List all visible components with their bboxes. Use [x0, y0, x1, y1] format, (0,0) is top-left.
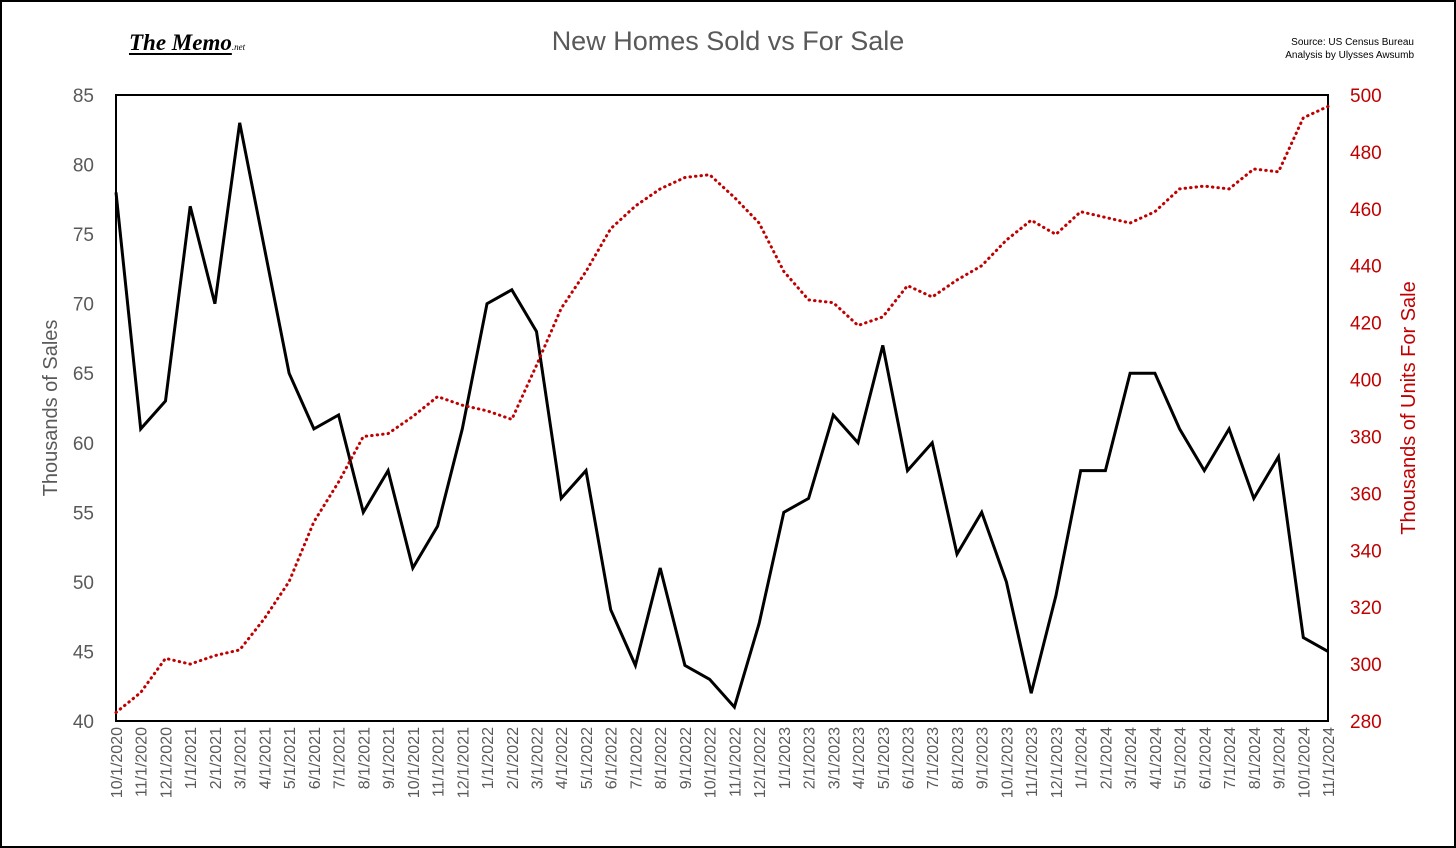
x-axis-tick-label: 5/1/2022: [579, 727, 596, 789]
x-axis-tick-label: 12/1/2021: [455, 727, 472, 798]
series-group: [114, 104, 1330, 714]
x-axis-tick-label: 8/1/2024: [1247, 727, 1264, 789]
x-axis-tick-label: 7/1/2021: [332, 727, 349, 789]
right-axis-tick-label: 500: [1350, 86, 1382, 107]
right-axis-tick-label: 480: [1350, 143, 1382, 164]
x-axis-tick-label: 9/1/2022: [678, 727, 695, 789]
x-axis-tick-label: 2/1/2021: [208, 727, 225, 789]
right-axis-tick-label: 460: [1350, 200, 1382, 221]
x-axis-tick-label: 12/1/2022: [752, 727, 769, 798]
right-axis-tick-label: 380: [1350, 427, 1382, 448]
x-axis-tick-label: 10/1/2024: [1296, 727, 1313, 798]
x-axis-tick-label: 11/1/2023: [1024, 727, 1041, 797]
x-axis-tick-label: 8/1/2022: [653, 727, 670, 789]
left-axis-tick-label: 45: [73, 642, 94, 663]
x-axis-tick-label: 3/1/2023: [826, 727, 843, 789]
series-line-for-sale: [114, 104, 1330, 714]
x-axis-tick-label: 9/1/2021: [381, 727, 398, 789]
x-axis-tick-label: 4/1/2022: [554, 727, 571, 789]
x-axis-tick-label: 7/1/2024: [1222, 727, 1239, 789]
source-line: Source: US Census Bureau: [1291, 37, 1414, 48]
right-axis-label: Thousands of Units For Sale: [1398, 281, 1420, 534]
chart-title: New Homes Sold vs For Sale: [551, 26, 905, 56]
x-axis-tick-label: 10/1/2023: [999, 727, 1016, 798]
x-axis-tick-label: 10/1/2022: [703, 727, 720, 798]
left-axis-tick-label: 40: [73, 712, 94, 733]
x-axis-tick-label: 1/1/2023: [777, 727, 794, 789]
x-axis-tick-label: 9/1/2023: [975, 727, 992, 789]
right-axis-tick-label: 420: [1350, 314, 1382, 335]
x-axis-tick-label: 10/1/2020: [109, 727, 126, 798]
left-axis-tick-label: 70: [73, 295, 94, 316]
x-axis-tick-label: 2/1/2023: [802, 727, 819, 789]
right-axis-tick-label: 440: [1350, 257, 1382, 278]
left-axis-tick-label: 80: [73, 156, 94, 177]
x-axis-tick-label: 6/1/2023: [901, 727, 918, 789]
x-axis-tick-label: 12/1/2023: [1049, 727, 1066, 798]
x-axis-tick-label: 4/1/2024: [1148, 727, 1165, 789]
x-axis-tick-label: 8/1/2021: [356, 727, 373, 789]
x-axis-tick-label: 6/1/2022: [604, 727, 621, 789]
left-axis-tick-label: 60: [73, 434, 94, 455]
x-axis-tick-label: 10/1/2021: [406, 727, 423, 798]
right-axis-tick-label: 360: [1350, 484, 1382, 505]
x-axis-tick-label: 6/1/2021: [307, 727, 324, 789]
right-axis-tick-label: 280: [1350, 712, 1382, 733]
x-axis-tick-label: 8/1/2023: [950, 727, 967, 789]
left-axis-ticks: 40 45 50 55 60 65 70 75 80 85: [73, 86, 94, 733]
right-axis-tick-label: 320: [1350, 598, 1382, 619]
x-axis-tick-label: 11/1/2022: [727, 727, 744, 797]
x-axis-tick-label: 5/1/2023: [876, 727, 893, 789]
x-axis-tick-label: 4/1/2023: [851, 727, 868, 789]
x-axis-tick-label: 11/1/2024: [1321, 727, 1338, 797]
x-axis-tick-label: 3/1/2022: [529, 727, 546, 789]
right-axis-ticks: 280 300 320 340 360 380 400 420 440 460 480 500: [1350, 86, 1382, 733]
left-axis-label: Thousands of Sales: [40, 320, 62, 497]
source-note: Source: US Census Bureau Analysis by Uly…: [1285, 36, 1414, 62]
x-axis-tick-label: 5/1/2024: [1173, 727, 1190, 789]
logo-main-text: The Memo: [129, 30, 232, 55]
x-axis-tick-label: 3/1/2021: [233, 727, 250, 789]
x-axis-tick-label: 1/1/2021: [183, 727, 200, 789]
right-axis-tick-label: 340: [1350, 541, 1382, 562]
x-axis-tick-label: 4/1/2021: [257, 727, 274, 789]
x-axis-tick-label: 2/1/2022: [505, 727, 522, 789]
x-axis-tick-label: 12/1/2020: [158, 727, 175, 798]
x-axis-tick-label: 3/1/2024: [1123, 727, 1140, 789]
x-axis-tick-label: 11/1/2020: [134, 727, 151, 797]
plot-area: [115, 94, 1329, 722]
x-axis-tick-label: 6/1/2024: [1197, 727, 1214, 789]
right-axis-tick-label: 300: [1350, 655, 1382, 676]
logo-suffix-text: .net: [231, 42, 246, 52]
right-axis-tick-label: 400: [1350, 371, 1382, 392]
left-axis-tick-label: 50: [73, 573, 94, 594]
x-axis-tick-label: 1/1/2022: [480, 727, 497, 789]
x-axis-ticks: 10/1/2020 11/1/2020 12/1/2020 1/1/2021 2/1/2…: [109, 727, 1338, 798]
plot-border: [115, 94, 1329, 722]
left-axis-tick-label: 65: [73, 364, 94, 385]
x-axis-tick-label: 7/1/2022: [628, 727, 645, 789]
x-axis-tick-label: 1/1/2024: [1074, 727, 1091, 789]
left-axis-tick-label: 85: [73, 86, 94, 107]
logo: The Memo.net: [129, 30, 245, 56]
x-axis-tick-label: 2/1/2024: [1098, 727, 1115, 789]
left-axis-tick-label: 55: [73, 503, 94, 524]
series-line-sold: [114, 122, 1329, 711]
x-axis-tick-label: 5/1/2021: [282, 727, 299, 789]
x-axis-tick-label: 11/1/2021: [431, 727, 448, 797]
x-axis-tick-label: 7/1/2023: [925, 727, 942, 789]
x-axis-tick-label: 9/1/2024: [1272, 727, 1289, 789]
left-axis-tick-label: 75: [73, 225, 94, 246]
analysis-credit-line: Analysis by Ulysses Awsumb: [1285, 50, 1414, 61]
